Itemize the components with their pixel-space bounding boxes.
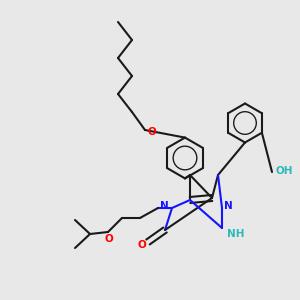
Text: N: N [224, 201, 233, 211]
Text: NH: NH [226, 229, 244, 239]
Text: N: N [160, 201, 169, 211]
Text: O: O [137, 240, 146, 250]
Text: OH: OH [276, 166, 293, 176]
Text: O: O [148, 127, 157, 137]
Text: O: O [104, 234, 113, 244]
